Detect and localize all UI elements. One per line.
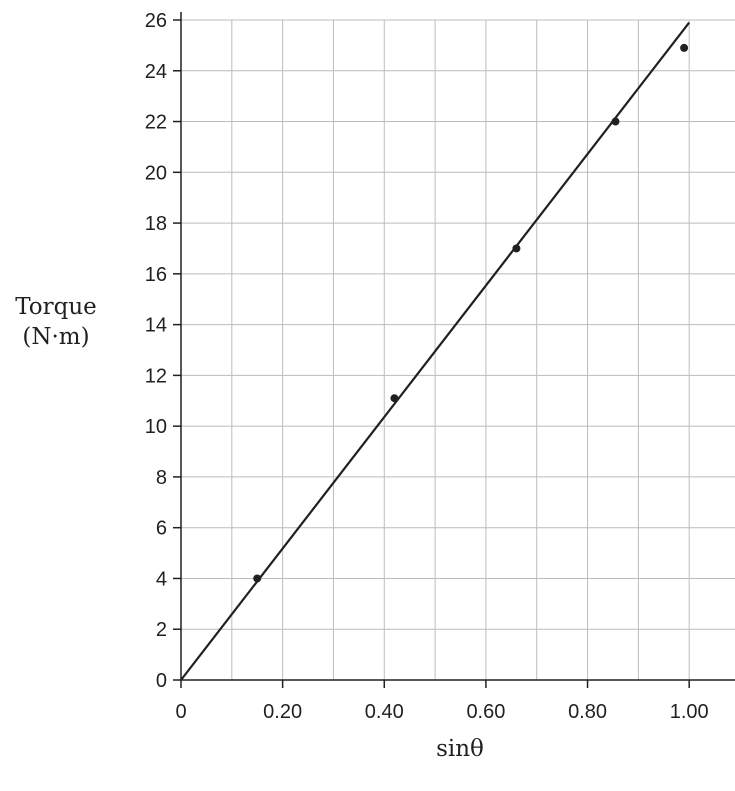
y-tick-label: 8 <box>156 467 167 489</box>
y-axis-label-line-2: (N·m) <box>22 324 90 350</box>
y-tick-label: 4 <box>156 568 167 590</box>
fit-line-group <box>180 21 691 681</box>
x-tick-label: 0.80 <box>568 701 607 723</box>
y-tick-label: 0 <box>156 670 167 692</box>
x-tick-label: 0.40 <box>365 701 404 723</box>
x-tick-label: 0.20 <box>263 701 302 723</box>
y-tick-label: 12 <box>145 365 167 387</box>
data-points <box>253 43 689 583</box>
data-point <box>680 43 689 52</box>
y-tick-label: 24 <box>145 61 167 83</box>
y-tick-label: 14 <box>145 315 167 337</box>
x-axis-label: sinθ <box>436 736 484 762</box>
y-tick-label: 20 <box>145 162 167 184</box>
y-axis-label: Torque (N·m) <box>0 292 112 352</box>
best-fit-line <box>180 21 691 681</box>
y-tick-label: 10 <box>145 416 167 438</box>
data-point <box>390 394 399 403</box>
y-tick-label: 26 <box>145 10 167 32</box>
y-tick-label: 2 <box>156 619 167 641</box>
data-point <box>512 244 521 253</box>
y-tick-label: 22 <box>145 112 167 134</box>
data-point <box>253 574 262 583</box>
data-point <box>611 117 620 126</box>
x-tick-label: 0 <box>175 701 186 723</box>
x-tick-labels: 0 0.20 0.40 0.60 0.80 1.00 <box>175 701 708 723</box>
x-tick-label: 0.60 <box>466 701 505 723</box>
y-tick-label: 6 <box>156 518 167 540</box>
grid <box>181 19 735 680</box>
y-tick-label: 16 <box>145 264 167 286</box>
axes <box>173 12 735 688</box>
y-tick-label: 18 <box>145 213 167 235</box>
x-tick-label: 1.00 <box>670 701 709 723</box>
y-axis-label-line-1: Torque <box>15 294 97 320</box>
